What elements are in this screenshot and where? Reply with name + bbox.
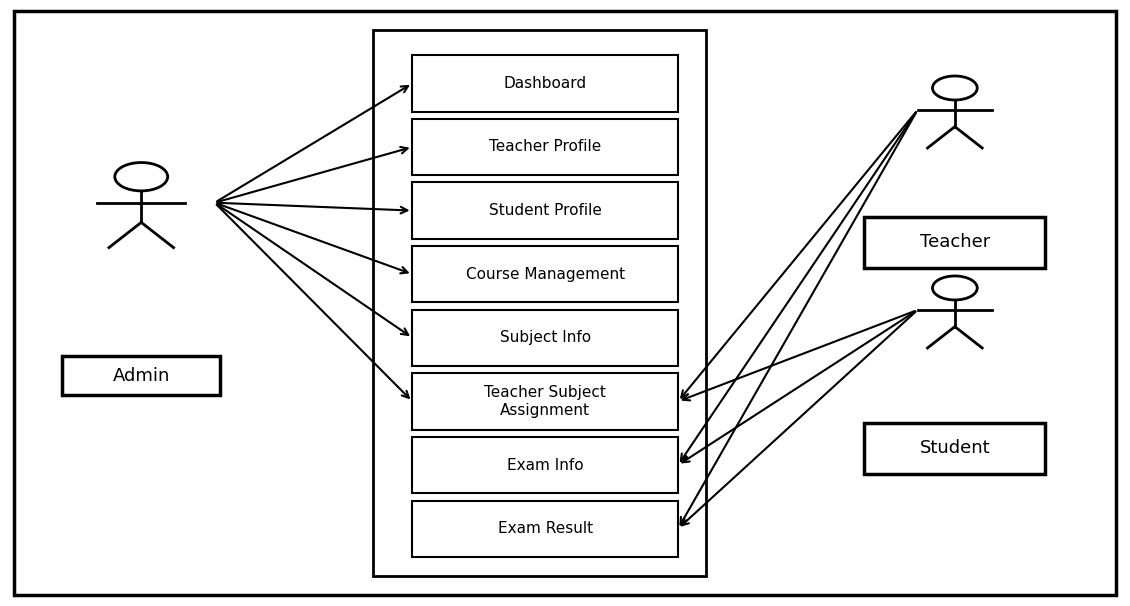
Text: Dashboard: Dashboard	[504, 76, 586, 91]
Bar	[864, 217, 1045, 268]
Text: Student: Student	[920, 439, 990, 458]
Text: Exam Result: Exam Result	[497, 521, 593, 536]
Bar	[864, 423, 1045, 474]
Text: Exam Info: Exam Info	[507, 458, 583, 473]
Text: Teacher Subject
Assignment: Teacher Subject Assignment	[485, 385, 606, 418]
Bar	[373, 30, 706, 576]
Bar	[412, 246, 678, 302]
Bar	[412, 373, 678, 430]
Bar	[412, 182, 678, 239]
Text: Student Profile: Student Profile	[489, 203, 601, 218]
Text: Teacher Profile: Teacher Profile	[489, 139, 601, 155]
Text: Subject Info: Subject Info	[499, 330, 591, 345]
Text: Teacher: Teacher	[920, 233, 990, 251]
Text: Admin: Admin	[113, 367, 170, 385]
Bar	[412, 310, 678, 366]
Text: Course Management: Course Management	[466, 267, 625, 282]
Bar	[412, 55, 678, 112]
Bar	[412, 119, 678, 175]
Bar	[412, 437, 678, 493]
Bar	[62, 356, 220, 395]
Bar	[412, 501, 678, 557]
